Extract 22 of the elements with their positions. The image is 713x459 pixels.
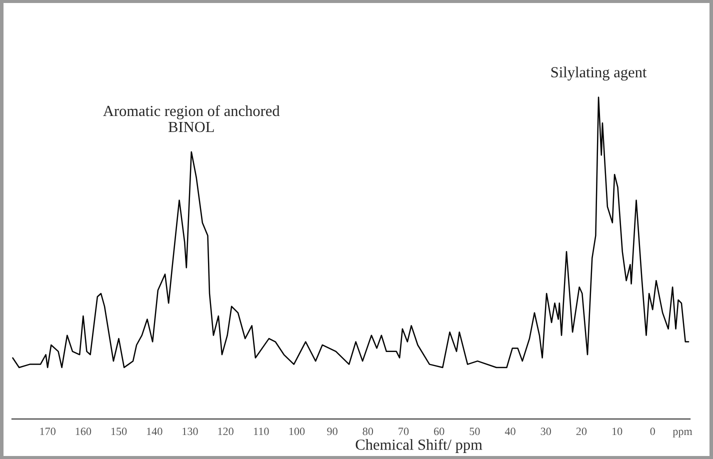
annotation: Silylating agent <box>551 66 647 81</box>
x-tick-label: 20 <box>576 428 587 436</box>
x-tick-label: 160 <box>76 428 92 436</box>
x-tick-label: 60 <box>434 428 444 436</box>
x-tick-label: ppm <box>672 430 692 438</box>
x-tick-label: 50 <box>470 428 480 436</box>
x-tick-label: 30 <box>540 428 551 436</box>
x-tick-label: 130 <box>182 428 198 436</box>
x-tick-label: 80 <box>362 428 374 436</box>
x-tick-label: 140 <box>147 428 162 436</box>
x-tick-label: 120 <box>218 428 234 436</box>
x-tick-label: 150 <box>111 428 127 436</box>
x-axis-title: Chemical Shift/ ppm <box>356 438 482 453</box>
x-tick-label: 110 <box>254 428 269 436</box>
x-tick-label: 90 <box>327 428 338 436</box>
x-tick-label: 170 <box>40 428 56 436</box>
annotation: Aromatic region of anchored BINOL <box>103 105 280 132</box>
x-tick-label: 100 <box>289 428 305 436</box>
x-tick-label: 40 <box>504 428 516 436</box>
x-tick-label: 70 <box>398 428 409 436</box>
x-tick-label: 0 <box>650 428 655 436</box>
x-tick-label: 10 <box>612 428 622 436</box>
